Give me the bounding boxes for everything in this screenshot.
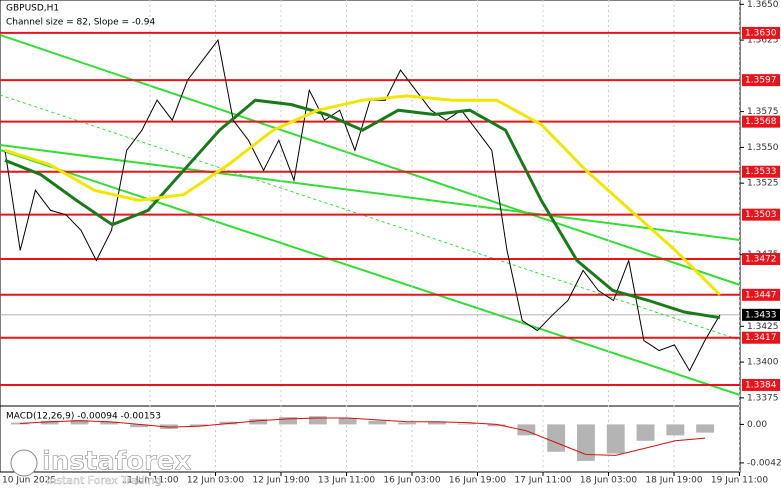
macd-bar <box>130 424 148 428</box>
chart-title: GBPUSD,H1 <box>6 4 59 14</box>
macd-bar <box>10 422 29 425</box>
chart-subtitle: Channel size = 82, Slope = -0.94 <box>6 18 155 28</box>
level-box <box>742 208 780 221</box>
level-box <box>742 331 780 344</box>
logo <box>10 449 38 477</box>
macd-bar <box>368 420 387 425</box>
y-tick-label: 0.00 <box>747 420 767 430</box>
current-price-box <box>742 308 780 321</box>
level-box <box>742 115 780 128</box>
y-tick-label: 1.3550 <box>747 143 779 153</box>
watermark-text: instaforex <box>42 447 192 477</box>
watermark: instaforex Instant Forex Trading <box>10 446 192 487</box>
level-box <box>742 26 780 39</box>
macd-bar <box>338 418 357 425</box>
x-tick-label: 16 Jun 03:00 <box>383 476 440 486</box>
level-box <box>742 378 780 391</box>
y-tick-label: 1.3400 <box>747 358 779 368</box>
series-line <box>4 98 721 320</box>
x-tick-label: 13 Jun 11:00 <box>318 476 375 486</box>
level-label: 1.3630 <box>745 28 777 38</box>
macd-bar <box>517 424 536 436</box>
current-price-label: 1.3433 <box>745 310 777 320</box>
macd-bar <box>457 423 476 425</box>
macd-bar <box>100 421 119 425</box>
level-label: 1.3384 <box>745 380 777 390</box>
level-label: 1.3447 <box>745 290 777 300</box>
level-label: 1.3417 <box>745 333 777 343</box>
macd-bar <box>308 416 327 425</box>
level-box <box>742 165 780 178</box>
y-tick-label: 1.3575 <box>747 107 779 117</box>
channel-mid <box>0 94 741 341</box>
y-tick-label: 1.3650 <box>747 0 779 10</box>
macd-bar <box>70 419 89 425</box>
macd-bar <box>249 418 268 425</box>
macd-bar <box>398 422 417 425</box>
macd-bar <box>189 424 208 427</box>
level-label: 1.3568 <box>745 117 777 127</box>
macd-title: MACD(12,26,9) -0.00094 -0.00153 <box>6 412 161 422</box>
level-label: 1.3503 <box>745 210 777 220</box>
y-tick-label: 1.3375 <box>747 393 779 403</box>
x-tick-label: 10 Jun 2025 <box>2 476 56 486</box>
level-box <box>742 74 780 87</box>
series-line <box>4 38 721 372</box>
x-tick-label: 17 Jun 11:00 <box>514 476 571 486</box>
channel-top <box>0 34 741 286</box>
macd-bar <box>428 421 446 425</box>
level-label: 1.3597 <box>745 76 777 86</box>
y-tick-label: 1.3525 <box>747 179 779 189</box>
series-line <box>4 94 722 296</box>
y-tick-label: 1.3625 <box>747 36 779 46</box>
x-tick-label: 12 Jun 19:00 <box>252 476 309 486</box>
macd-bar <box>606 424 625 454</box>
macd-bar <box>577 424 595 461</box>
x-tick-label: 19 Jun 11:00 <box>711 476 768 486</box>
macd-bar <box>696 424 715 433</box>
channel-bottom <box>0 149 741 396</box>
level-label: 1.3472 <box>745 255 777 265</box>
y-tick-label: 1.3425 <box>747 322 779 332</box>
level-box <box>742 253 780 266</box>
level-box <box>742 288 780 301</box>
watermark-sub: Instant Forex Trading <box>46 474 162 487</box>
macd-bar <box>40 420 59 425</box>
trend-line <box>0 144 741 241</box>
x-tick-label: 18 Jun 03:00 <box>580 476 637 486</box>
macd-signal <box>19 417 706 456</box>
x-tick-label: 16 Jun 19:00 <box>449 476 506 486</box>
x-tick-label: 11 Jun 11:00 <box>121 476 178 486</box>
x-tick-label: 18 Jun 19:00 <box>645 476 702 486</box>
macd-bar <box>666 424 685 436</box>
macd-bar <box>547 424 566 452</box>
x-tick-label: 12 Jun 03:00 <box>187 476 244 486</box>
level-label: 1.3533 <box>745 167 777 177</box>
macd-bar <box>487 424 506 427</box>
macd-bar <box>636 424 655 441</box>
macd-bar <box>279 417 297 425</box>
y-tick-label: -0.00422 <box>747 458 781 468</box>
plot-frame <box>0 0 741 473</box>
